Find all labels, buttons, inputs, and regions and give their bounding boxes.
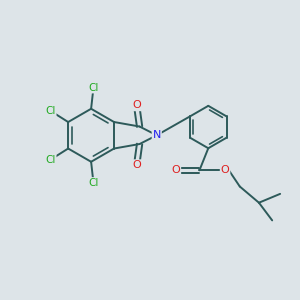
Text: O: O	[172, 165, 180, 175]
Text: O: O	[132, 100, 141, 110]
Text: O: O	[221, 165, 230, 175]
Text: Cl: Cl	[88, 178, 99, 188]
Text: Cl: Cl	[45, 106, 56, 116]
Text: Cl: Cl	[45, 155, 56, 165]
Text: Cl: Cl	[88, 82, 99, 93]
Text: O: O	[132, 160, 141, 170]
Text: N: N	[153, 130, 161, 140]
